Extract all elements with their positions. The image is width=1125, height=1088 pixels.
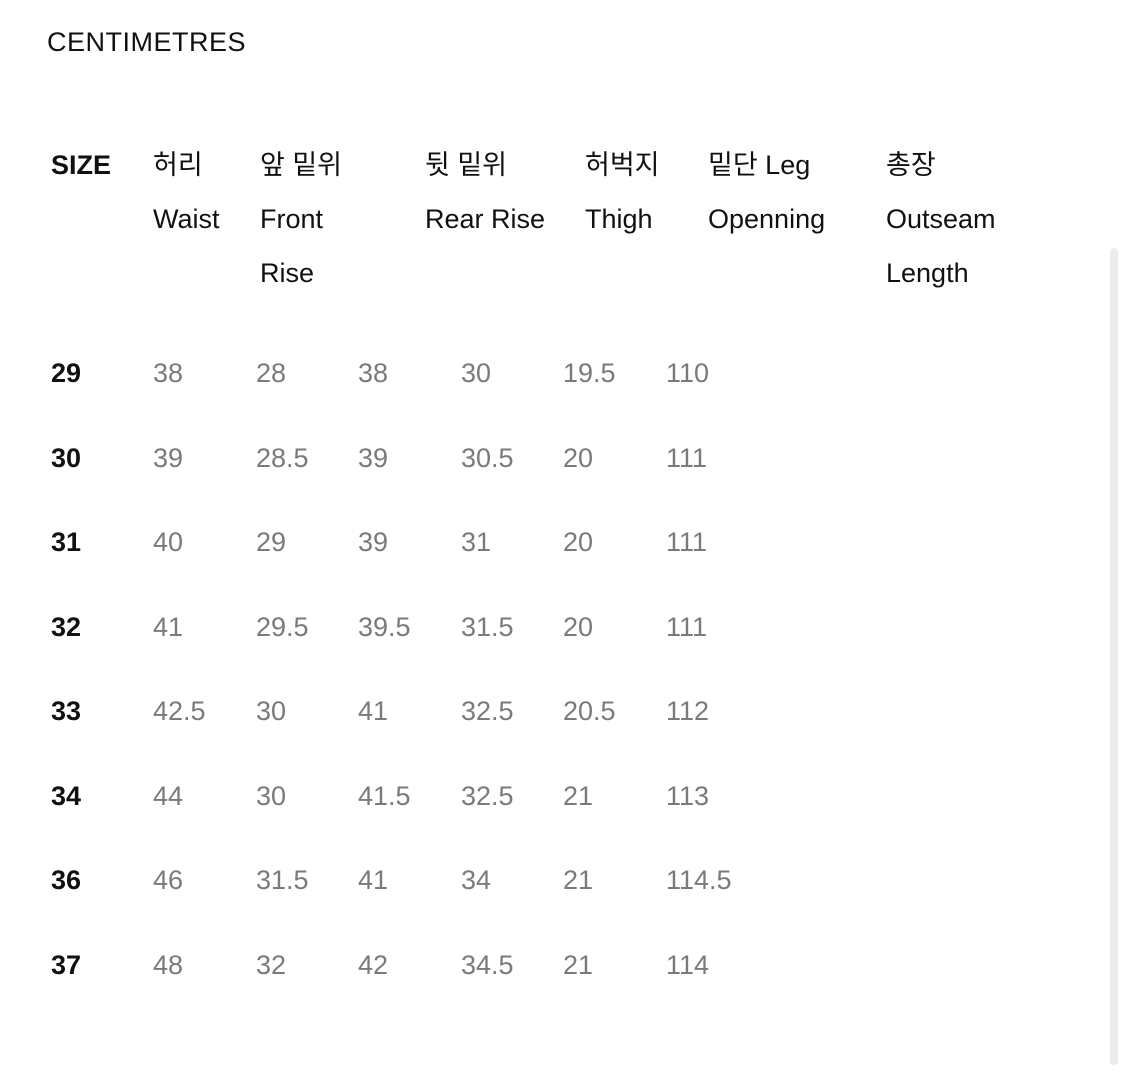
measurement-cell: 39	[153, 442, 184, 473]
measurement-cell: 39	[358, 527, 389, 557]
measurement-cell: 39	[358, 442, 389, 473]
header-outseam-length: 총장 Outseam Length	[886, 150, 996, 288]
measurement-cell: 32	[256, 949, 287, 980]
measurement-cell: 48	[153, 949, 184, 980]
measurement-cell: 31	[461, 527, 492, 557]
measurement-cell: 31.5	[256, 865, 309, 895]
table-row: 31 40 29 39 31 20 111	[0, 522, 1100, 562]
table-row: 30 39 28.5 39 30.5 20 111	[0, 438, 1100, 478]
measurement-cell: 42	[358, 949, 389, 980]
measurement-cell: 19.5	[563, 358, 616, 388]
measurement-cell: 111	[666, 611, 708, 642]
measurement-cell: 29	[256, 527, 287, 557]
measurement-cell: 21	[563, 865, 594, 895]
measurement-cell: 30	[256, 696, 287, 726]
measurement-cell: 28.5	[256, 442, 309, 473]
table-row: 37 48 32 42 34.5 21 114	[0, 945, 1100, 985]
measurement-cell: 20	[563, 442, 594, 473]
measurement-cell: 20	[563, 527, 594, 557]
measurement-cell: 38	[358, 358, 389, 388]
measurement-cell: 34	[461, 865, 492, 895]
size-cell: 33	[51, 696, 82, 726]
scrollbar[interactable]	[1110, 248, 1118, 1065]
table-row: 33 42.5 30 41 32.5 20.5 112	[0, 691, 1100, 731]
measurement-cell: 21	[563, 780, 594, 811]
size-cell: 34	[51, 780, 82, 811]
size-cell: 31	[51, 527, 82, 557]
measurement-cell: 41.5	[358, 780, 411, 811]
measurement-cell: 46	[153, 865, 184, 895]
measurement-cell: 30	[461, 358, 492, 388]
measurement-cell: 41	[153, 611, 184, 642]
header-rear-rise: 뒷 밑위 Rear Rise	[425, 150, 546, 234]
measurement-cell: 113	[666, 780, 710, 811]
measurement-cell: 111	[666, 527, 708, 557]
measurement-cell: 30	[256, 780, 287, 811]
measurement-cell: 110	[666, 358, 710, 388]
measurement-cell: 30.5	[461, 442, 514, 473]
measurement-cell: 31.5	[461, 611, 514, 642]
header-thigh: 허벅지 Thigh	[585, 150, 660, 234]
measurement-cell: 112	[666, 696, 710, 726]
measurement-cell: 39.5	[358, 611, 411, 642]
size-cell: 32	[51, 611, 82, 642]
size-cell: 29	[51, 358, 82, 388]
measurement-cell: 29.5	[256, 611, 309, 642]
table-row: 29 38 28 38 30 19.5 110	[0, 353, 1100, 393]
measurement-cell: 41	[358, 696, 389, 726]
table-row: 32 41 29.5 39.5 31.5 20 111	[0, 607, 1100, 647]
size-cell: 36	[51, 865, 82, 895]
measurement-cell: 114.5	[666, 865, 732, 895]
measurement-cell: 34.5	[461, 949, 514, 980]
table-row: 36 46 31.5 41 34 21 114.5	[0, 860, 1100, 900]
measurement-cell: 20.5	[563, 696, 616, 726]
measurement-cell: 32.5	[461, 780, 514, 811]
header-front-rise: 앞 밑위 Front Rise	[260, 150, 343, 288]
size-cell: 37	[51, 949, 82, 980]
measurement-cell: 42.5	[153, 696, 206, 726]
measurement-cell: 114	[666, 949, 710, 980]
measurement-cell: 28	[256, 358, 287, 388]
measurement-cell: 32.5	[461, 696, 514, 726]
measurement-cell: 41	[358, 865, 389, 895]
measurement-cell: 38	[153, 358, 184, 388]
table-row: 34 44 30 41.5 32.5 21 113	[0, 776, 1100, 816]
unit-title: CENTIMETRES	[47, 27, 247, 57]
measurement-cell: 111	[666, 442, 708, 473]
size-cell: 30	[51, 442, 82, 473]
header-leg-opening: 밑단 Leg Openning	[708, 150, 826, 234]
header-waist: 허리 Waist	[153, 150, 220, 234]
header-size: SIZE	[51, 150, 112, 180]
measurement-cell: 40	[153, 527, 184, 557]
measurement-cell: 44	[153, 780, 184, 811]
measurement-cell: 20	[563, 611, 594, 642]
measurement-cell: 21	[563, 949, 594, 980]
